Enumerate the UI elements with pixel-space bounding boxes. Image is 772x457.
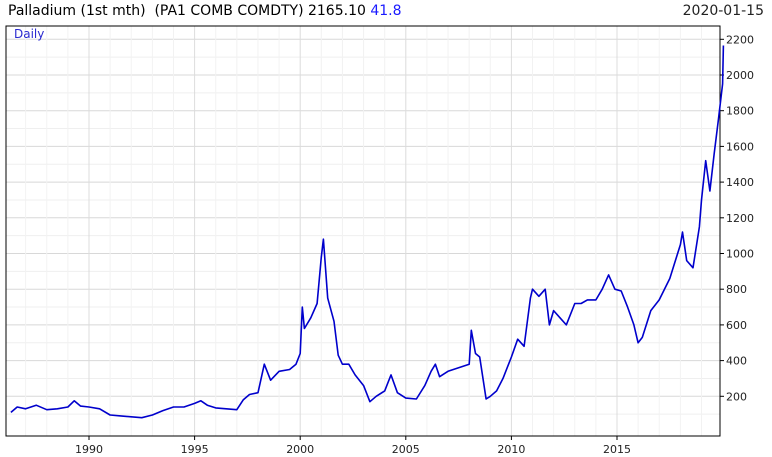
date-label: 2020-01-15 bbox=[682, 3, 764, 19]
y-tick-label: 1400 bbox=[726, 176, 754, 189]
y-tick-label: 1600 bbox=[726, 140, 754, 153]
y-tick-label: 1200 bbox=[726, 212, 754, 225]
y-tick-label: 1800 bbox=[726, 105, 754, 118]
y-tick-label: 1000 bbox=[726, 248, 754, 261]
price-line bbox=[10, 45, 725, 419]
frequency-label: Daily bbox=[14, 27, 45, 41]
plot-frame bbox=[5, 25, 721, 437]
x-tick-label: 1995 bbox=[181, 443, 209, 456]
x-tick-label: 2010 bbox=[497, 443, 525, 456]
x-tick-label: 2015 bbox=[603, 443, 631, 456]
y-tick-label: 2000 bbox=[726, 69, 754, 82]
y-tick-label: 600 bbox=[726, 319, 747, 332]
change-value: 41.8 bbox=[370, 3, 402, 19]
x-tick-label: 2005 bbox=[392, 443, 420, 456]
x-tick-label: 1990 bbox=[75, 443, 103, 456]
title-text: Palladium (1st mth) (PA1 COMB COMDTY) 21… bbox=[8, 3, 366, 19]
y-tick-label: 400 bbox=[726, 355, 747, 368]
y-tick-label: 2200 bbox=[726, 33, 754, 46]
y-tick-label: 800 bbox=[726, 283, 747, 296]
x-tick-label: 2000 bbox=[286, 443, 314, 456]
y-tick-label: 200 bbox=[726, 390, 747, 403]
chart-title: Palladium (1st mth) (PA1 COMB COMDTY) 21… bbox=[8, 3, 402, 19]
